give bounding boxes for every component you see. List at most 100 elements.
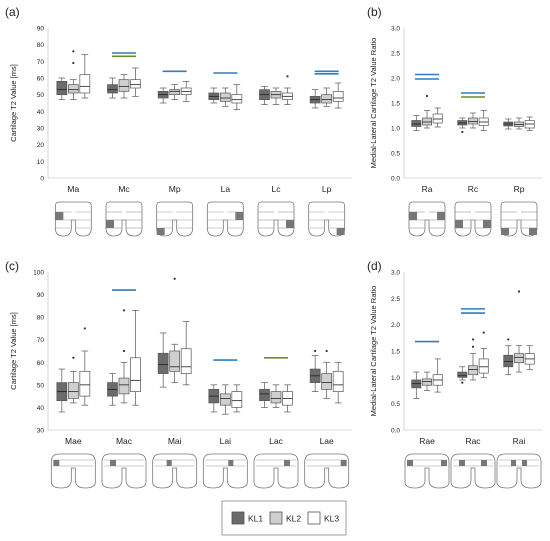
box-kl3: [231, 94, 243, 104]
knee-highlight: [53, 460, 60, 466]
y-tick-label: 80: [37, 315, 45, 322]
outlier-point: [471, 345, 475, 348]
outlier-point: [286, 75, 289, 78]
y-tick-label: 10: [37, 159, 45, 166]
box-kl2: [321, 94, 333, 104]
outlier-point: [314, 349, 317, 353]
box-kl2: [514, 353, 524, 363]
y-tick-label: 70: [37, 337, 45, 344]
box-kl1: [56, 80, 68, 96]
y-tick-label: 0.0: [391, 428, 400, 435]
knee-highlight: [55, 212, 64, 220]
knee-outline: [304, 453, 350, 489]
y-tick-label: 40: [37, 109, 45, 116]
box-kl2: [67, 84, 79, 94]
knee-highlight: [483, 220, 491, 228]
box-kl2: [169, 350, 181, 372]
outlier-point: [122, 309, 126, 312]
knee-outline: [308, 201, 346, 237]
y-tick-label: 1.5: [391, 101, 400, 108]
y-tick-label: 0: [40, 176, 44, 183]
x-tick-label: Lc: [272, 184, 282, 194]
x-tick-label: Rp: [514, 184, 525, 194]
knee-outline: [408, 201, 446, 237]
outlier-point: [425, 94, 429, 98]
y-tick-label: 60: [37, 360, 45, 367]
outlier-point: [461, 130, 464, 134]
box-kl3: [231, 391, 243, 408]
outlier-point: [173, 277, 176, 280]
knee-highlight: [529, 228, 537, 235]
box-kl1: [157, 352, 169, 374]
outlier-point: [517, 290, 521, 293]
knee-highlight: [235, 212, 244, 220]
box-kl2: [67, 382, 79, 399]
outlier-point: [507, 338, 510, 341]
knee-diagram-icon: [500, 201, 538, 237]
box-kl1: [411, 120, 422, 127]
legend-label: KL1: [248, 514, 263, 524]
knee-diagram-icon: [304, 453, 350, 489]
outlier-point: [482, 331, 485, 334]
outlier-point: [471, 338, 475, 341]
y-tick-label: 80: [37, 42, 45, 49]
x-tick-label: Mac: [116, 436, 133, 446]
outlier-point: [72, 61, 75, 65]
panel-label: (d): [367, 259, 382, 273]
outlier-point: [72, 356, 75, 359]
y-tick-label: 50: [37, 382, 45, 389]
knee-outline: [257, 201, 295, 237]
box-kl2: [468, 365, 478, 376]
y-tick-label: 50: [37, 92, 45, 99]
legend-swatch-kl2: [269, 511, 283, 525]
y-tick-label: 2.5: [391, 51, 400, 58]
box-kl3: [180, 348, 192, 374]
legend: KL1 KL2 KL3: [221, 500, 347, 536]
knee-highlight: [110, 460, 116, 466]
chart-panel: (c) Cartilage T2 Value [ms] 30 40 50 60 70 80 90…: [5, 259, 352, 489]
y-axis-label: Cartilage T2 Value [ms]: [9, 312, 18, 390]
knee-outline: [450, 453, 496, 489]
knee-highlight: [156, 228, 165, 235]
knee-diagram-icon: [54, 201, 92, 237]
x-tick-label: Rac: [465, 436, 481, 446]
panel-label: (b): [367, 5, 382, 19]
knee-outline: [101, 453, 147, 489]
outlier-point: [325, 349, 328, 353]
knee-diagram-icon: [404, 453, 450, 489]
box-kl3: [332, 370, 344, 392]
x-tick-label: Lai: [220, 436, 231, 446]
knee-highlight: [409, 212, 417, 220]
legend-label: KL3: [324, 514, 339, 524]
knee-highlight: [340, 460, 347, 466]
y-axis-label: Medial-Lateral Cartilage T2 Value Ratio: [369, 286, 378, 417]
x-tick-label: Mai: [168, 436, 182, 446]
knee-outline: [454, 201, 492, 237]
x-tick-label: Ra: [422, 184, 433, 194]
box-kl2: [422, 378, 432, 386]
box-kl2: [422, 117, 432, 126]
knee-highlight: [106, 220, 114, 228]
knee-diagram-icon: [156, 201, 194, 237]
y-tick-label: 0.5: [391, 401, 400, 408]
panel-label: (a): [5, 5, 20, 19]
knee-outline: [202, 453, 248, 489]
y-tick-label: 3.0: [391, 26, 400, 33]
knee-diagram-icon: [496, 453, 542, 489]
knee-diagram-icon: [308, 201, 346, 237]
y-tick-label: 30: [37, 126, 45, 133]
box-kl3: [130, 357, 141, 392]
knee-diagram-icon: [206, 201, 244, 237]
box-kl3: [432, 113, 443, 124]
outlier-point: [72, 50, 75, 53]
y-tick-label: 30: [37, 428, 45, 435]
chart-panel: (b) Medial-Lateral Cartilage T2 Value Rat…: [367, 5, 542, 237]
chart-panel: (d) Medial-Lateral Cartilage T2 Value Rat…: [367, 259, 542, 489]
y-tick-label: 2.5: [391, 296, 400, 303]
box-kl2: [270, 391, 282, 404]
knee-diagram-icon: [408, 201, 446, 237]
outlier-point: [122, 349, 126, 353]
box-kl2: [321, 373, 333, 390]
knee-outline: [50, 453, 96, 489]
knee-outline: [105, 201, 143, 237]
